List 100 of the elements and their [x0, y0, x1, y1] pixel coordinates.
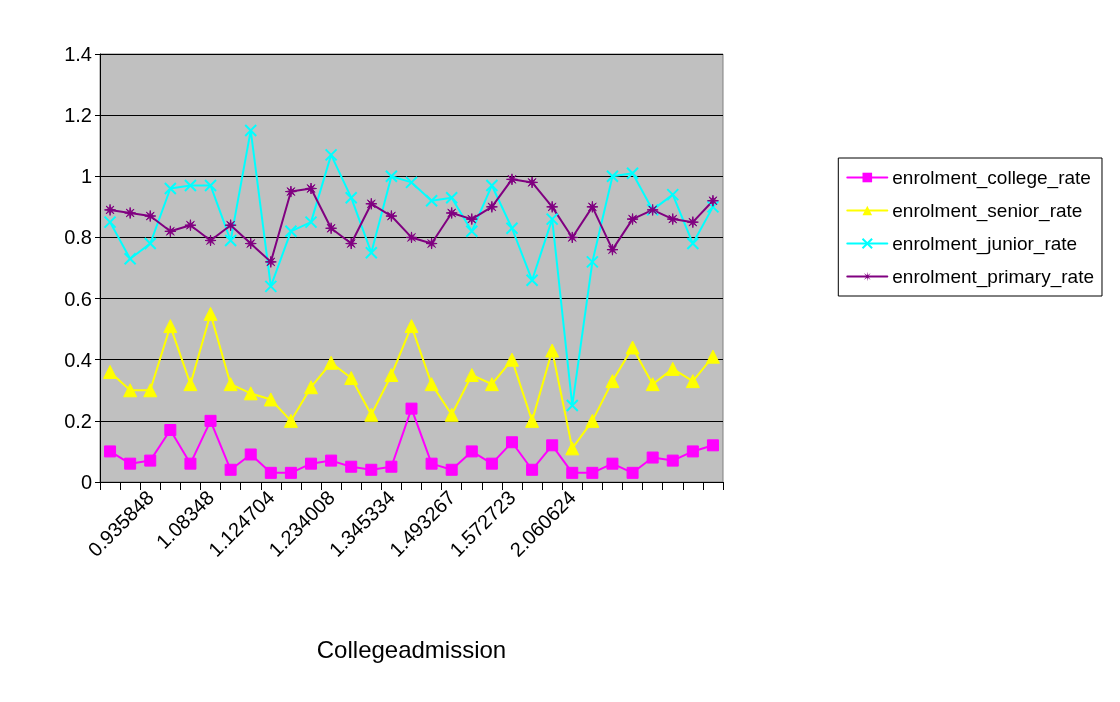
point [646, 451, 659, 464]
point [344, 371, 359, 386]
point [685, 374, 700, 389]
point [144, 210, 157, 223]
point [626, 213, 639, 226]
point [364, 246, 378, 260]
point [384, 368, 399, 382]
point [645, 377, 660, 392]
point [385, 460, 398, 473]
point [666, 188, 680, 202]
point [204, 234, 217, 247]
point [546, 200, 559, 213]
point [163, 319, 178, 334]
point [585, 413, 600, 428]
point [283, 413, 298, 428]
point [224, 233, 238, 247]
point [485, 457, 498, 470]
point [706, 439, 719, 452]
point [686, 237, 700, 251]
point [526, 176, 539, 189]
point [566, 231, 579, 244]
point [405, 402, 418, 415]
point [224, 219, 237, 232]
legend-label: enrolment_college_rate [892, 167, 1091, 189]
point [504, 352, 519, 367]
point [204, 414, 217, 427]
point [485, 178, 499, 192]
point [163, 182, 177, 196]
point [184, 457, 197, 470]
legend-label: enrolment_primary_rate [892, 266, 1094, 288]
point [203, 306, 218, 321]
y-tick-label: 0.2 [64, 409, 92, 432]
point [345, 460, 358, 473]
point [424, 377, 439, 392]
point [324, 355, 339, 370]
point [264, 279, 278, 293]
y-tick-label: 0.8 [64, 226, 92, 249]
point [625, 340, 640, 355]
point [586, 466, 599, 479]
y-tick-label: 1.4 [64, 43, 92, 65]
point [605, 169, 619, 183]
point [104, 445, 117, 458]
point [565, 399, 579, 413]
point [304, 380, 319, 395]
point [305, 182, 318, 195]
point [304, 215, 318, 229]
point [124, 457, 137, 470]
point [626, 466, 639, 479]
point [444, 407, 459, 422]
point [143, 383, 158, 398]
point [284, 224, 298, 238]
point [464, 368, 479, 382]
point [605, 374, 620, 389]
point [445, 191, 459, 205]
point [465, 224, 479, 238]
point [325, 454, 338, 467]
point [525, 273, 539, 287]
point [244, 237, 257, 250]
point [425, 457, 438, 470]
point [325, 222, 338, 235]
point [706, 200, 720, 214]
point [445, 206, 458, 219]
point [204, 178, 218, 192]
point [264, 466, 277, 479]
point [365, 463, 378, 476]
point [224, 463, 237, 476]
point [686, 216, 699, 229]
point [344, 191, 358, 205]
point [606, 243, 619, 256]
point [526, 463, 539, 476]
legend-label: enrolment_senior_rate [892, 200, 1083, 222]
x-axis-title: Collegeadmission [316, 635, 507, 663]
y-tick-label: 0.6 [64, 287, 92, 310]
point [465, 213, 478, 226]
point [545, 343, 560, 358]
point [405, 231, 418, 244]
point [565, 441, 580, 456]
point [103, 215, 117, 229]
point [485, 200, 498, 213]
point [365, 197, 378, 210]
point [184, 219, 197, 232]
point [606, 457, 619, 470]
legend-label: enrolment_junior_rate [892, 233, 1078, 255]
point [505, 173, 518, 186]
point [545, 212, 559, 226]
point [586, 200, 599, 213]
point [183, 178, 197, 192]
point [123, 252, 137, 266]
point [364, 407, 379, 422]
point [104, 203, 117, 216]
point [385, 210, 398, 223]
point [405, 175, 418, 189]
point [445, 463, 458, 476]
point [566, 466, 579, 479]
point [324, 148, 338, 162]
point [284, 185, 297, 198]
point [705, 349, 720, 364]
point [183, 377, 198, 392]
point [244, 448, 257, 461]
point [143, 237, 157, 251]
